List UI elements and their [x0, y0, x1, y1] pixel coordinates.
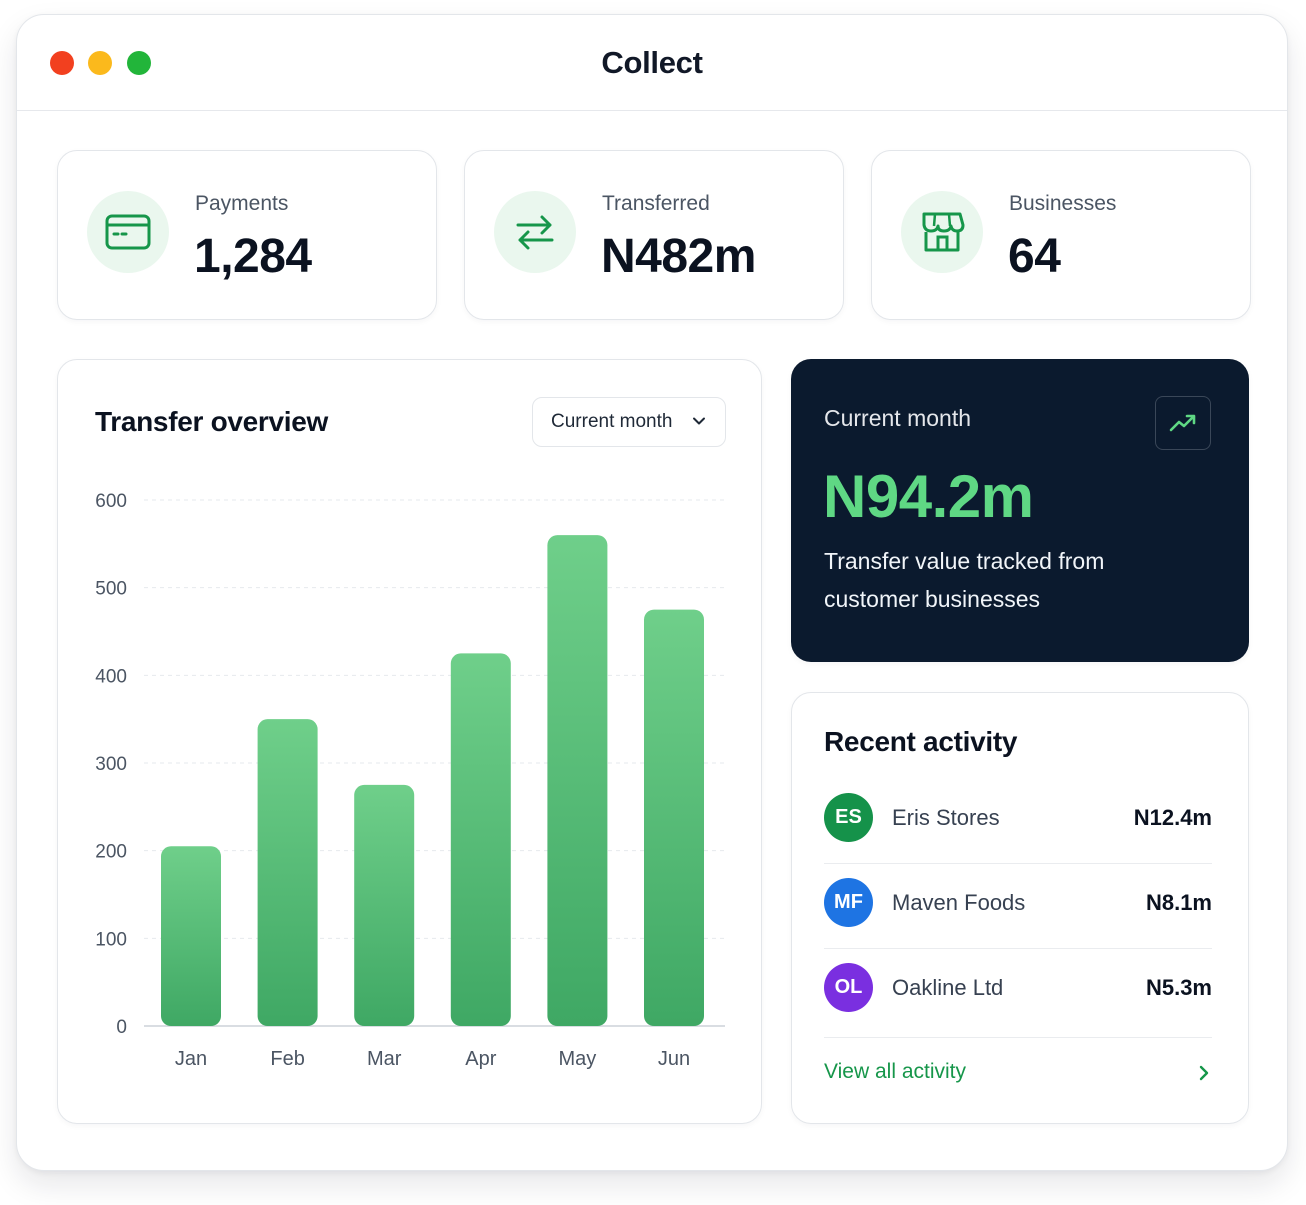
minimize-window-button[interactable] [88, 51, 112, 75]
activity-row[interactable]: MF Maven Foods N8.1m [824, 864, 1212, 949]
transfer-overview-card: 0 100 200 300 400 500 600 Jan Feb Mar Apr May Jun Tr… [57, 359, 762, 1124]
avatar: OL [824, 963, 873, 1012]
stat-card-payments: Payments 1,284 [57, 150, 437, 320]
activity-name: Oakline Ltd [892, 975, 1004, 1000]
recent-activity-card: Recent activity ES Eris Stores N12.4m MF… [791, 692, 1249, 1124]
store-icon [901, 191, 983, 273]
highlight-value: N94.2m [823, 463, 1034, 530]
y-tick-label: 400 [95, 666, 127, 687]
activity-amount: N5.3m [1145, 975, 1212, 1000]
y-tick-label: 600 [95, 491, 127, 512]
stat-card-transferred: Transferred N482m [464, 150, 844, 320]
stat-card-businesses: Businesses 64 [871, 150, 1251, 320]
current-month-card: Current month N94.2m Transfer value trac… [791, 359, 1249, 662]
bar-jan[interactable] [161, 846, 221, 1026]
avatar: ES [824, 793, 873, 842]
view-all-activity-link[interactable]: View all activity [824, 1060, 966, 1083]
x-tick-label: Apr [465, 1048, 496, 1070]
bar-mar[interactable] [354, 784, 415, 1026]
highlight-label: Current month [824, 405, 972, 431]
x-tick-label: Jan [175, 1048, 207, 1070]
activity-amount: N8.1m [1145, 890, 1212, 915]
stat-label: Payments [195, 192, 289, 215]
stat-value: 1,284 [194, 230, 312, 283]
app-window: Collect Payments 1,284 Transferred N482m [16, 14, 1288, 1171]
stat-label: Businesses [1009, 192, 1117, 215]
activity-row[interactable]: OL Oakline Ltd N5.3m [824, 949, 1212, 1038]
bar-may[interactable] [547, 535, 608, 1026]
stat-value: N482m [601, 230, 756, 283]
chevron-down-icon [693, 417, 705, 425]
transfer-overview-chart: 0 100 200 300 400 500 600 Jan Feb Mar Apr May Jun [95, 491, 725, 1070]
avatar: MF [824, 878, 873, 927]
period-select[interactable]: Current month [532, 397, 726, 447]
window-title: Collect [601, 45, 703, 80]
bar-jun[interactable] [644, 609, 704, 1026]
stat-label: Transferred [602, 192, 710, 215]
bar-feb[interactable] [257, 719, 318, 1026]
activity-row[interactable]: ES Eris Stores N12.4m [824, 779, 1212, 864]
stat-value: 64 [1008, 230, 1061, 283]
x-tick-label: Mar [367, 1048, 402, 1070]
chevron-right-icon[interactable] [1194, 1063, 1214, 1083]
maximize-window-button[interactable] [127, 51, 151, 75]
highlight-description: Transfer value tracked from customer bus… [824, 548, 1105, 612]
activity-amount: N12.4m [1133, 805, 1212, 830]
close-window-button[interactable] [50, 51, 74, 75]
transfer-arrows-icon [494, 191, 576, 273]
x-tick-label: May [559, 1048, 597, 1070]
y-tick-label: 200 [95, 842, 127, 863]
chart-title: Transfer overview [95, 406, 329, 437]
period-select-value: Current month [551, 411, 673, 432]
bar-apr[interactable] [450, 653, 511, 1026]
y-tick-label: 0 [116, 1017, 127, 1038]
title-bar: Collect [17, 15, 1287, 111]
trend-up-icon [1155, 396, 1211, 450]
activity-name: Eris Stores [892, 805, 1000, 830]
x-tick-label: Feb [270, 1048, 304, 1070]
card-icon [87, 191, 169, 273]
activity-title: Recent activity [824, 726, 1018, 757]
y-tick-label: 100 [95, 929, 127, 950]
activity-name: Maven Foods [892, 890, 1026, 915]
y-tick-label: 300 [95, 754, 127, 775]
y-tick-label: 500 [95, 579, 127, 600]
x-tick-label: Jun [658, 1048, 690, 1070]
